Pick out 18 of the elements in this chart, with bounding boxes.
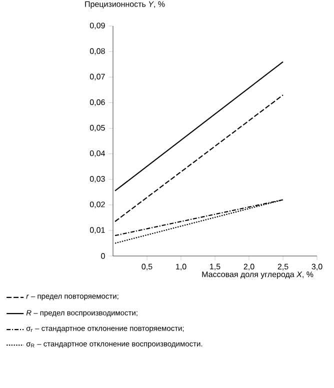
x-tick-label: 3,0 — [312, 264, 322, 270]
y-axis-title: Прецизионность Y, % — [85, 1, 165, 8]
y-tick-label: 0,06 — [90, 99, 105, 106]
x-axis-title: Массовая доля углерода X, % — [202, 272, 314, 279]
y-tick-label: 0,03 — [90, 176, 105, 183]
x-tick-label: 1,0 — [176, 264, 186, 270]
y-tick-label: 0,05 — [90, 124, 105, 132]
y-tick-label: 0,09 — [90, 22, 105, 30]
y-tick-label: 0,04 — [90, 150, 105, 158]
y-tick-label: 0,01 — [90, 227, 105, 234]
x-tick-label: 0,5 — [142, 264, 152, 270]
x-tick-label: 2,5 — [278, 264, 288, 270]
y-tick-label: 0,08 — [90, 48, 105, 55]
y-tick-label: 0,07 — [90, 74, 105, 80]
y-tick-label: 0 — [101, 253, 105, 259]
x-tick-label: 2,0 — [244, 264, 254, 270]
y-tick-label: 0,02 — [90, 202, 105, 208]
x-tick-label: 1,5 — [210, 264, 220, 270]
